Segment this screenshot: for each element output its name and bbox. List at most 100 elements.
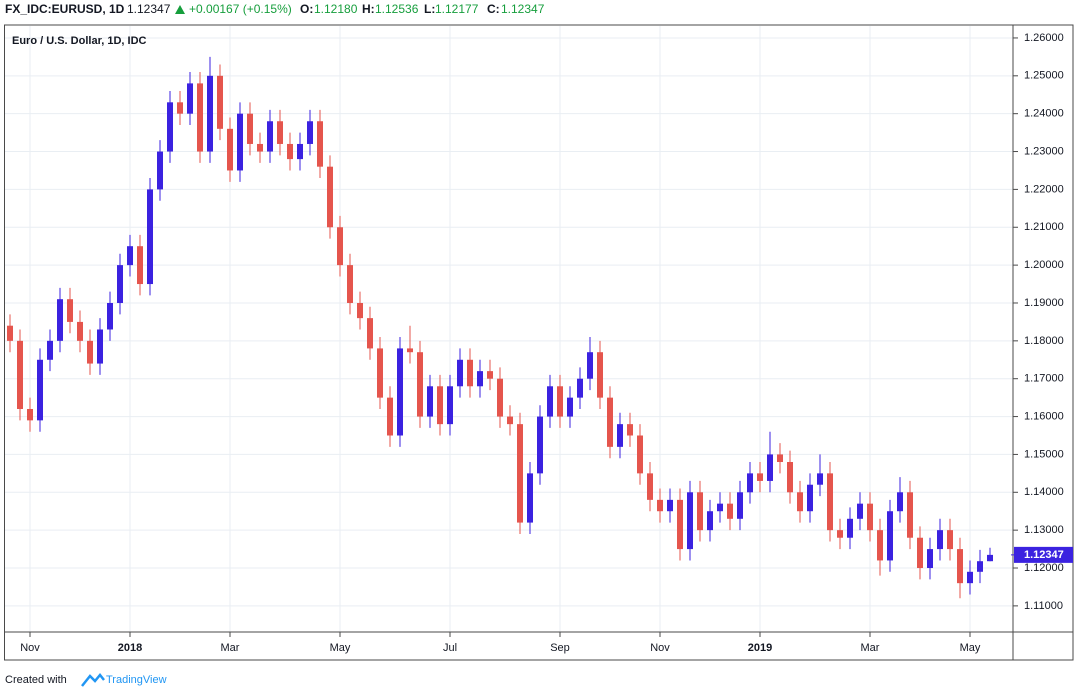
candle-body <box>607 397 613 447</box>
candle-body <box>87 340 93 364</box>
candle-body <box>677 499 683 550</box>
ohlc-label: H: <box>362 2 375 16</box>
candle-body <box>157 151 163 190</box>
x-tick-label: Mar <box>861 642 880 654</box>
candle-body <box>137 246 143 285</box>
candle-body <box>757 473 763 481</box>
candle-body <box>367 318 373 349</box>
candle-body <box>47 340 53 360</box>
y-tick-label: 1.19000 <box>1024 297 1064 309</box>
candles <box>7 56 993 599</box>
candle-body <box>27 408 33 421</box>
ohlc-value: 1.12536 <box>375 2 419 16</box>
ohlc-value: 1.12347 <box>501 2 545 16</box>
candle-body <box>37 359 43 421</box>
chart-title: Euro / U.S. Dollar, 1D, IDC <box>12 35 147 47</box>
candle-body <box>387 397 393 436</box>
x-tick-label: Nov <box>20 642 40 654</box>
candle-body <box>837 530 843 538</box>
candle-body <box>597 352 603 398</box>
y-tick-label: 1.18000 <box>1024 335 1064 347</box>
candle-body <box>557 386 563 417</box>
candle-body <box>957 549 963 584</box>
candle-body <box>907 492 913 538</box>
y-tick-label: 1.16000 <box>1024 410 1064 422</box>
candle-body <box>777 454 783 463</box>
candle-body <box>277 121 283 144</box>
candle-body <box>397 348 403 436</box>
x-tick-label: Sep <box>550 642 570 654</box>
candle-body <box>947 530 953 550</box>
candle-body <box>657 499 663 512</box>
candle-body <box>827 473 833 531</box>
candle-body <box>287 143 293 160</box>
ohlc-label: O: <box>300 2 313 16</box>
candle-body <box>247 113 253 144</box>
candle-body <box>447 386 453 425</box>
candle-body <box>707 511 713 531</box>
logo-mark <box>81 673 105 687</box>
candle-body <box>867 503 873 531</box>
candle-body <box>147 189 153 285</box>
y-tick-label: 1.20000 <box>1024 259 1064 271</box>
candle-body <box>567 397 573 417</box>
y-tick-label: 1.11000 <box>1024 600 1063 612</box>
y-tick-label: 1.24000 <box>1024 108 1064 120</box>
y-tick-label: 1.14000 <box>1024 486 1064 498</box>
candle-body <box>637 435 643 474</box>
candle-body <box>967 571 973 584</box>
candle-body <box>847 518 853 538</box>
candle-body <box>537 416 543 474</box>
candle-body <box>697 492 703 531</box>
grid <box>5 26 1013 632</box>
candle-body <box>127 246 133 266</box>
candle-body <box>407 348 413 353</box>
candle-body <box>617 424 623 447</box>
candle-body <box>57 299 63 341</box>
candle-body <box>267 121 273 152</box>
candle-body <box>177 102 183 114</box>
ohlc-value: 1.12177 <box>435 2 479 16</box>
candle-body <box>587 352 593 379</box>
last-price-label: 1.12347 <box>1024 549 1064 561</box>
candle-body <box>977 561 983 572</box>
y-tick-label: 1.21000 <box>1024 221 1064 233</box>
candle-body <box>17 340 23 409</box>
candle-body <box>857 503 863 519</box>
footer-brand: TradingView <box>106 674 167 686</box>
x-tick-label: Mar <box>221 642 240 654</box>
candle-body <box>207 75 213 152</box>
tradingview-logo <box>81 673 105 687</box>
candle-body <box>927 549 933 569</box>
candle-body <box>887 511 893 561</box>
candle-body <box>97 329 103 364</box>
y-tick-label: 1.23000 <box>1024 145 1064 157</box>
ohlc-label: L: <box>424 2 435 16</box>
candle-body <box>67 299 73 322</box>
candle-body <box>517 424 523 523</box>
candle-body <box>627 424 633 436</box>
candle-body <box>647 473 653 500</box>
candle-body <box>787 462 793 493</box>
candle-body <box>917 537 923 569</box>
candle-body <box>797 492 803 512</box>
candle-body <box>507 416 513 425</box>
candle-body <box>217 75 223 129</box>
change: +0.00167 (+0.15%) <box>189 2 292 16</box>
x-tick-label: 2018 <box>118 642 142 654</box>
x-tick-label: May <box>960 642 981 654</box>
candle-body <box>457 359 463 387</box>
candle-body <box>937 530 943 550</box>
up-arrow <box>175 5 185 14</box>
candle-body <box>817 473 823 485</box>
candle-body <box>687 492 693 550</box>
candle-body <box>257 143 263 152</box>
candle-body <box>297 143 303 160</box>
x-tick-label: Jul <box>443 642 457 654</box>
candle-body <box>467 359 473 387</box>
candle-body <box>377 348 383 398</box>
y-tick-label: 1.13000 <box>1024 524 1064 536</box>
candle-body <box>737 492 743 519</box>
